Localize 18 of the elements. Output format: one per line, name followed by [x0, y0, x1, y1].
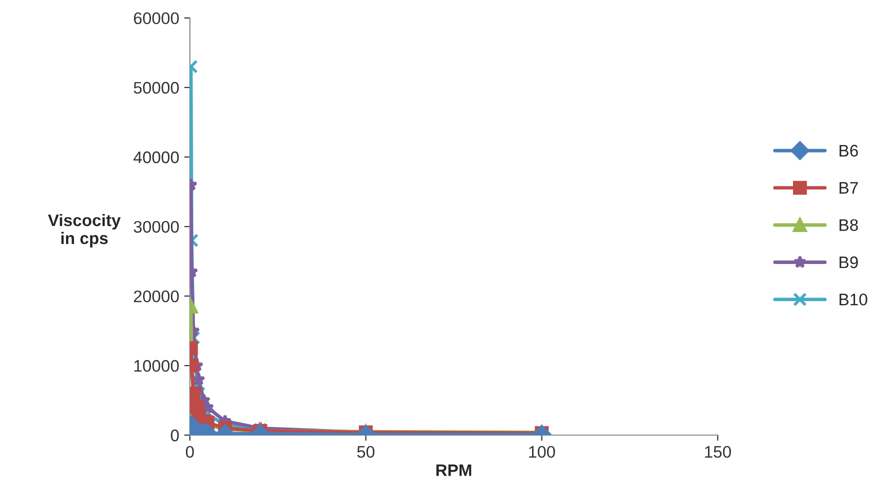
legend-label: B9 — [840, 256, 858, 268]
legend-label: B10 — [840, 294, 868, 306]
y-axis-title: Viscocity in cps — [48, 214, 121, 248]
y-tick-label: 0 — [170, 430, 179, 442]
legend-label: B6 — [840, 144, 858, 157]
legend-label: B7 — [840, 182, 858, 194]
y-tick-label: 30000 — [134, 220, 179, 233]
y-tick-label: 20000 — [134, 290, 179, 302]
x-tick-label: 150 — [705, 446, 731, 458]
y-tick-label: 50000 — [134, 82, 179, 94]
y-tick-label: 60000 — [134, 12, 179, 24]
legend-label: B8 — [840, 219, 858, 232]
y-tick-label: 10000 — [134, 360, 179, 372]
x-tick-label: 0 — [186, 446, 194, 458]
y-tick-label: 40000 — [134, 151, 179, 164]
x-axis-title: RPM — [436, 464, 472, 476]
x-tick-label: 50 — [357, 446, 374, 458]
x-tick-label: 100 — [529, 446, 556, 458]
